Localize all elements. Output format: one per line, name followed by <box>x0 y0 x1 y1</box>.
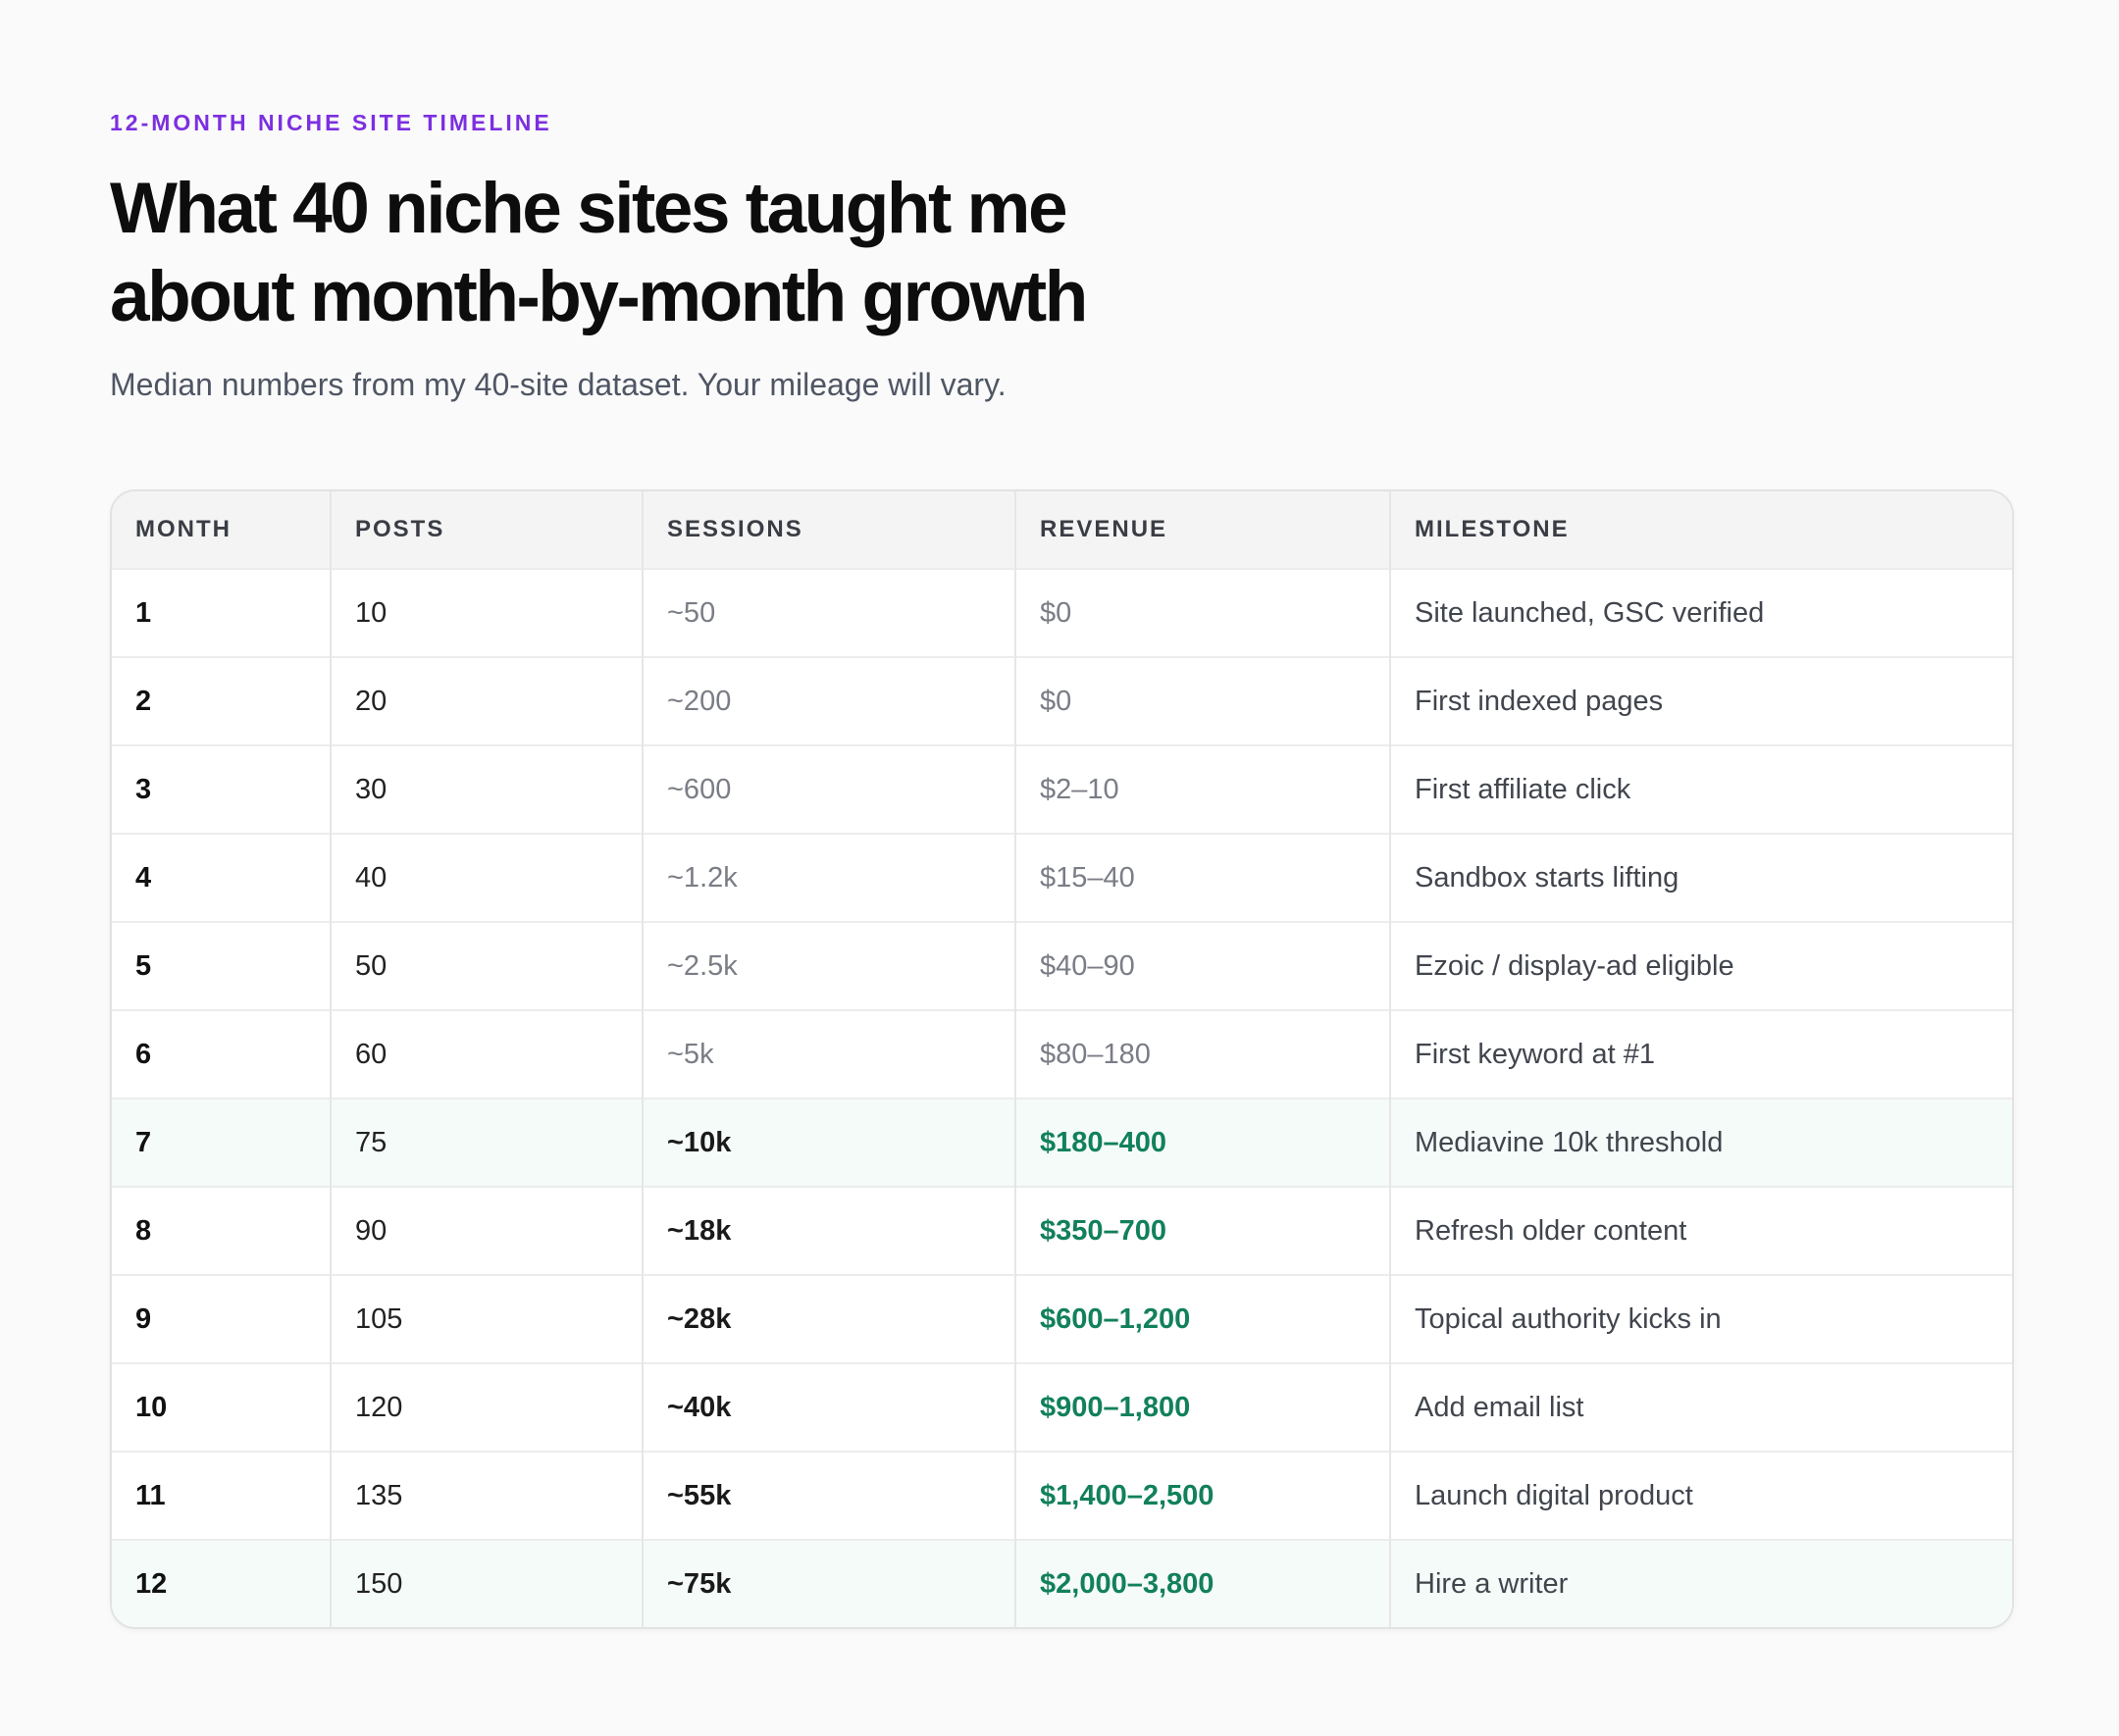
table-cell: 50 <box>330 921 643 1010</box>
table-row: 12 150 ~75k $2,000–3,800 Hire a writer <box>112 1539 2012 1627</box>
table-cell: $900–1,800 <box>1014 1362 1390 1452</box>
table-cell: 10 <box>112 1362 331 1452</box>
table-cell: 7 <box>112 1098 331 1187</box>
table-cell: ~28k <box>642 1274 1015 1363</box>
table-cell: 2 <box>112 656 331 745</box>
table-row: 3 30 ~600 $2–10 First affiliate click <box>112 744 2012 834</box>
table-cell: Hire a writer <box>1389 1539 2012 1627</box>
table-cell: ~600 <box>642 744 1015 834</box>
table-row: 6 60 ~5k $80–180 First keyword at #1 <box>112 1009 2012 1098</box>
table-cell: 3 <box>112 744 331 834</box>
table-row: 2 20 ~200 $0 First indexed pages <box>112 656 2012 745</box>
table-cell: $40–90 <box>1014 921 1390 1010</box>
table-cell: ~200 <box>642 656 1015 745</box>
table-cell: 11 <box>112 1451 331 1540</box>
table-cell: 60 <box>330 1009 643 1098</box>
table-row: 7 75 ~10k $180–400 Mediavine 10k threshold <box>112 1098 2012 1187</box>
table-cell: First indexed pages <box>1389 656 2012 745</box>
table-cell: ~2.5k <box>642 921 1015 1010</box>
column-header: MONTH <box>112 491 331 569</box>
table-cell: ~5k <box>642 1009 1015 1098</box>
table-row: 9 105 ~28k $600–1,200 Topical authority kick… <box>112 1274 2012 1363</box>
table-cell: Ezoic / display-ad eligible <box>1389 921 2012 1010</box>
table-cell: Mediavine 10k threshold <box>1389 1098 2012 1187</box>
table-cell: $2–10 <box>1014 744 1390 834</box>
table-cell: 12 <box>112 1539 331 1627</box>
table-cell: First keyword at #1 <box>1389 1009 2012 1098</box>
table-cell: Sandbox starts lifting <box>1389 833 2012 922</box>
table-cell: ~55k <box>642 1451 1015 1540</box>
table-cell: Add email list <box>1389 1362 2012 1452</box>
table-cell: ~75k <box>642 1539 1015 1627</box>
table-row: 4 40 ~1.2k $15–40 Sandbox starts lifting <box>112 833 2012 922</box>
subtitle: Median numbers from my 40-site dataset. … <box>110 367 1007 402</box>
table-cell: $2,000–3,800 <box>1014 1539 1390 1627</box>
table-card: MONTH POSTS SESSIONS REVENUE MILESTONE 1 10 ~5… <box>110 489 2014 1629</box>
table-cell: 75 <box>330 1098 643 1187</box>
table-cell: $350–700 <box>1014 1186 1390 1275</box>
table-cell: Site launched, GSC verified <box>1389 568 2012 657</box>
table-cell: Launch digital product <box>1389 1451 2012 1540</box>
table-cell: 1 <box>112 568 331 657</box>
table-cell: Refresh older content <box>1389 1186 2012 1275</box>
column-header: SESSIONS <box>642 491 1015 569</box>
table-cell: $180–400 <box>1014 1098 1390 1187</box>
table-row: 5 50 ~2.5k $40–90 Ezoic / display-ad eligibl… <box>112 921 2012 1010</box>
eyebrow: 12-MONTH NICHE SITE TIMELINE <box>110 110 552 135</box>
header-row: MONTH POSTS SESSIONS REVENUE MILESTONE <box>112 491 2012 569</box>
table-cell: First affiliate click <box>1389 744 2012 834</box>
table-cell: $0 <box>1014 568 1390 657</box>
table-cell: $15–40 <box>1014 833 1390 922</box>
table-cell: $1,400–2,500 <box>1014 1451 1390 1540</box>
table-cell: ~50 <box>642 568 1015 657</box>
table-cell: $80–180 <box>1014 1009 1390 1098</box>
title: What 40 niche sites taught me about mont… <box>110 169 1088 336</box>
table-cell: 10 <box>330 568 643 657</box>
table-cell: 120 <box>330 1362 643 1452</box>
column-header: MILESTONE <box>1389 491 2012 569</box>
column-header: REVENUE <box>1014 491 1390 569</box>
table-cell: 30 <box>330 744 643 834</box>
table-body: 1 10 ~50 $0 Site launched, GSC verified 2 20 ~2… <box>112 568 2012 1627</box>
table-cell: 150 <box>330 1539 643 1627</box>
table-row: 8 90 ~18k $350–700 Refresh older content <box>112 1186 2012 1275</box>
table-row: 11 135 ~55k $1,400–2,500 Launch digital prod… <box>112 1451 2012 1540</box>
table-cell: 90 <box>330 1186 643 1275</box>
table-cell: 9 <box>112 1274 331 1363</box>
table-row: 10 120 ~40k $900–1,800 Add email list <box>112 1362 2012 1452</box>
table-cell: ~18k <box>642 1186 1015 1275</box>
timeline-table: MONTH POSTS SESSIONS REVENUE MILESTONE 1 10 ~5… <box>112 491 2012 1627</box>
table-cell: 6 <box>112 1009 331 1098</box>
column-header: POSTS <box>330 491 643 569</box>
table-cell: 4 <box>112 833 331 922</box>
table-cell: $0 <box>1014 656 1390 745</box>
table-cell: 40 <box>330 833 643 922</box>
table-cell: 135 <box>330 1451 643 1540</box>
table-cell: 8 <box>112 1186 331 1275</box>
table-cell: 5 <box>112 921 331 1010</box>
table-cell: ~10k <box>642 1098 1015 1187</box>
table-cell: 105 <box>330 1274 643 1363</box>
table-row: 1 10 ~50 $0 Site launched, GSC verified <box>112 568 2012 657</box>
table-cell: $600–1,200 <box>1014 1274 1390 1363</box>
table-cell: ~40k <box>642 1362 1015 1452</box>
table-cell: 20 <box>330 656 643 745</box>
table-cell: ~1.2k <box>642 833 1015 922</box>
table-cell: Topical authority kicks in <box>1389 1274 2012 1363</box>
